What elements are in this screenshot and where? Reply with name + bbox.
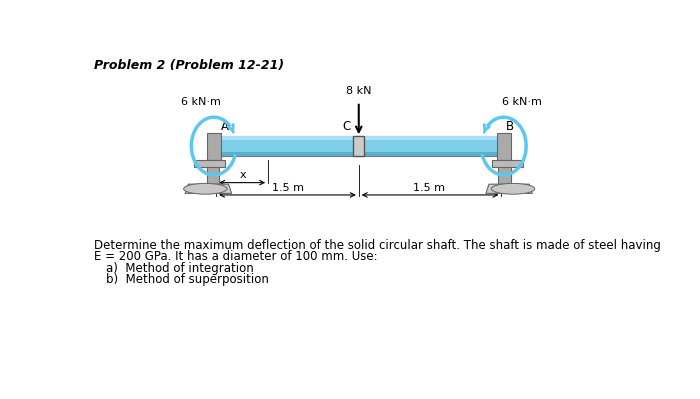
Text: Problem 2 (Problem 12-21): Problem 2 (Problem 12-21): [94, 59, 284, 72]
Text: b)  Method of superposition: b) Method of superposition: [106, 273, 269, 286]
Polygon shape: [218, 136, 500, 140]
Polygon shape: [218, 152, 500, 156]
Polygon shape: [218, 136, 500, 156]
Ellipse shape: [491, 184, 535, 194]
Ellipse shape: [183, 184, 227, 194]
Polygon shape: [497, 132, 511, 160]
Text: 8 kN: 8 kN: [346, 87, 372, 97]
Text: E = 200 GPa. It has a diameter of 100 mm. Use:: E = 200 GPa. It has a diameter of 100 mm…: [94, 251, 377, 263]
Text: B: B: [506, 120, 514, 132]
Polygon shape: [492, 160, 523, 167]
Polygon shape: [185, 184, 232, 194]
Text: C: C: [343, 120, 351, 132]
Text: a)  Method of integration: a) Method of integration: [106, 262, 254, 275]
Text: A: A: [220, 120, 229, 132]
Text: Determine the maximum deflection of the solid circular shaft. The shaft is made : Determine the maximum deflection of the …: [94, 239, 661, 252]
Text: 1.5 m: 1.5 m: [413, 183, 445, 193]
Polygon shape: [354, 136, 364, 156]
Polygon shape: [486, 184, 533, 194]
Text: 6 kN·m: 6 kN·m: [502, 97, 541, 107]
Text: 6 kN·m: 6 kN·m: [181, 97, 220, 107]
Polygon shape: [207, 167, 219, 184]
Text: x: x: [239, 170, 246, 180]
Text: 1.5 m: 1.5 m: [272, 183, 304, 193]
Polygon shape: [207, 132, 220, 160]
Polygon shape: [195, 160, 225, 167]
Polygon shape: [498, 167, 511, 184]
